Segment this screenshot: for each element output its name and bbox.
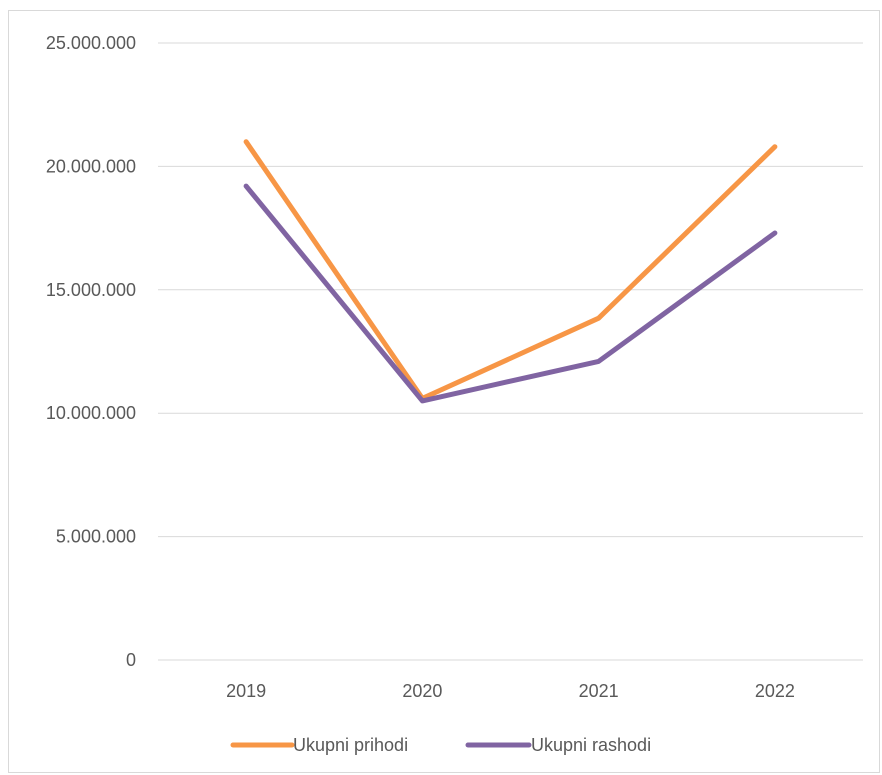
x-axis-tick-labels: 2019 2020 2021 2022 — [226, 681, 795, 701]
series-lines — [243, 139, 778, 404]
x-tick-label: 2021 — [579, 681, 619, 701]
chart-frame — [8, 10, 880, 773]
y-tick-label: 10.000.000 — [46, 403, 136, 423]
series-line-2 — [243, 183, 778, 404]
legend-label-1: Ukupni prihodi — [293, 735, 408, 755]
y-tick-label: 0 — [126, 650, 136, 670]
y-tick-label: 15.000.000 — [46, 280, 136, 300]
y-axis-tick-labels: 0 5.000.000 10.000.000 15.000.000 20.000.000… — [46, 33, 136, 670]
series-line-1 — [243, 139, 778, 401]
legend: Ukupni prihodi Ukupni rashodi — [230, 735, 651, 755]
y-tick-label: 5.000.000 — [56, 527, 136, 547]
x-tick-label: 2020 — [402, 681, 442, 701]
x-tick-label: 2022 — [755, 681, 795, 701]
x-tick-label: 2019 — [226, 681, 266, 701]
gridlines — [158, 42, 863, 661]
legend-label-2: Ukupni rashodi — [531, 735, 651, 755]
y-tick-label: 20.000.000 — [46, 156, 136, 176]
y-tick-label: 25.000.000 — [46, 33, 136, 53]
